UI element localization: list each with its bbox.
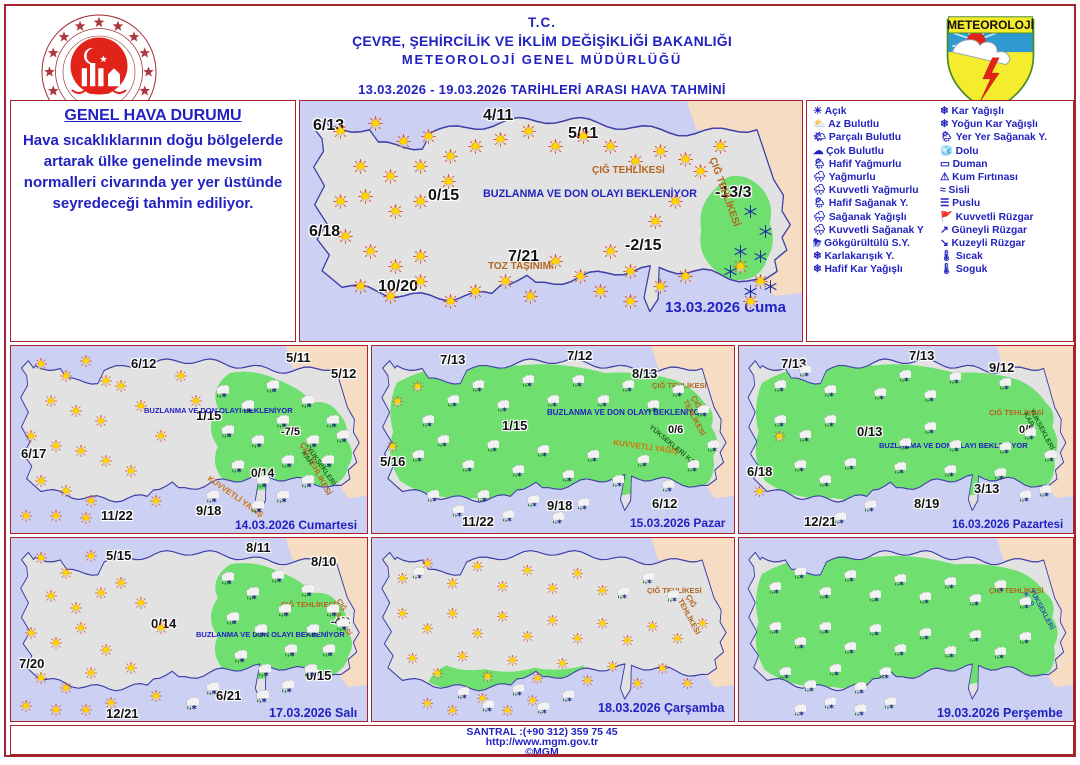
svg-text:METEOROLOJİ: METEOROLOJİ <box>947 17 1034 32</box>
